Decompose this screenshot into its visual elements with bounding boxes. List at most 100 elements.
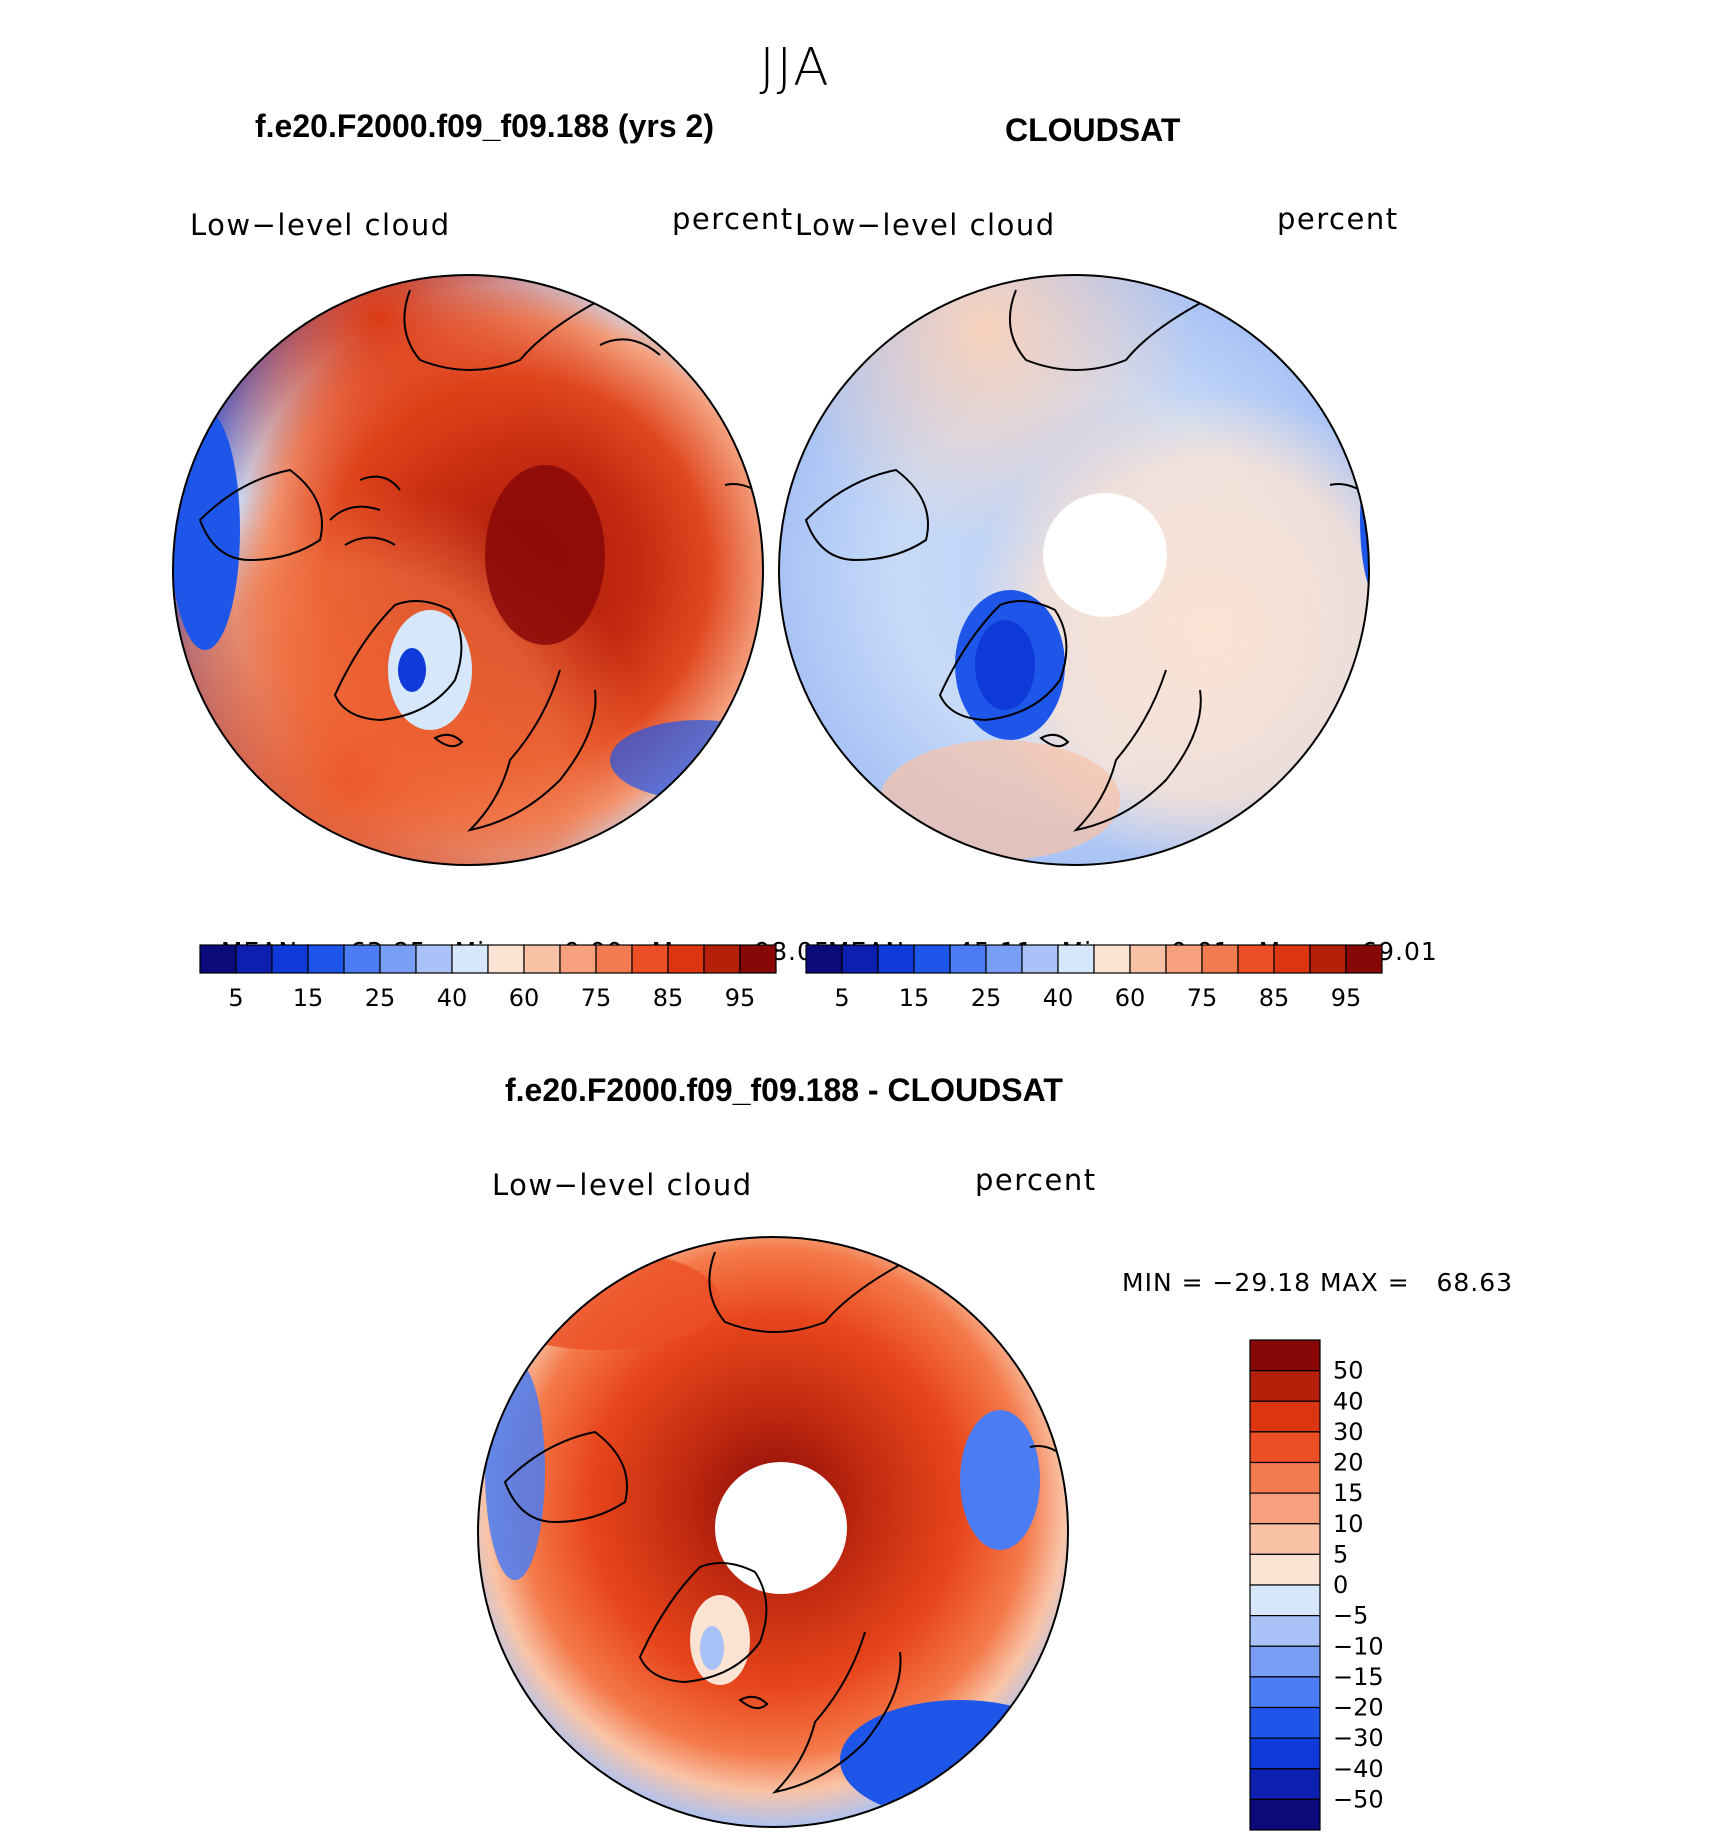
colorbar-swatch — [1249, 1798, 1321, 1831]
colorbar-swatch — [1249, 1339, 1321, 1372]
panel1-map-boundary — [172, 274, 764, 866]
colorbar-label: 0 — [1333, 1571, 1348, 1599]
colorbar-label: 95 — [725, 984, 756, 1012]
colorbar-label: −40 — [1333, 1755, 1384, 1783]
colorbar-swatch — [1309, 944, 1347, 974]
colorbar-swatch — [1249, 1553, 1321, 1586]
colorbar-label: 85 — [1259, 984, 1290, 1012]
colorbar-label: 15 — [1333, 1479, 1364, 1507]
panel1-variable: Low−level cloud — [190, 208, 451, 242]
colorbar-swatch — [199, 944, 237, 974]
colorbar-label: 75 — [581, 984, 612, 1012]
colorbar-label: 25 — [365, 984, 396, 1012]
colorbar-label: 10 — [1333, 1510, 1364, 1538]
colorbar-swatch — [805, 944, 843, 974]
colorbar-swatch — [1249, 1400, 1321, 1433]
colorbar-swatch — [1129, 944, 1167, 974]
colorbar-label: 40 — [1333, 1387, 1364, 1415]
colorbar-swatch — [949, 944, 987, 974]
colorbar-swatch — [415, 944, 453, 974]
colorbar-swatch — [343, 944, 381, 974]
colorbar-label: 15 — [899, 984, 930, 1012]
panel2-units: percent — [1277, 202, 1399, 236]
panel2-title: CLOUDSAT — [1005, 112, 1181, 148]
colorbar-label: 15 — [293, 984, 324, 1012]
panel3-map-boundary — [477, 1236, 1069, 1828]
colorbar-swatch — [739, 944, 777, 974]
colorbar-swatch — [271, 944, 309, 974]
colorbar-swatch — [667, 944, 705, 974]
colorbar-label: −20 — [1333, 1694, 1384, 1722]
colorbar-label: 40 — [1043, 984, 1074, 1012]
colorbar-swatch — [523, 944, 561, 974]
panel3-units: percent — [975, 1163, 1097, 1197]
colorbar-label: 60 — [1115, 984, 1146, 1012]
colorbar-swatch — [379, 944, 417, 974]
colorbar-label: 95 — [1331, 984, 1362, 1012]
colorbar-swatch — [1249, 1676, 1321, 1709]
colorbar-swatch — [1093, 944, 1131, 974]
colorbar-swatch — [841, 944, 879, 974]
colorbar-swatch — [1237, 944, 1275, 974]
colorbar-swatch — [451, 944, 489, 974]
colorbar-swatch — [1249, 1768, 1321, 1800]
colorbar-label: −50 — [1333, 1785, 1384, 1813]
colorbar-swatch — [631, 944, 669, 974]
colorbar-label: −10 — [1333, 1632, 1384, 1660]
panel2-map — [778, 274, 1370, 866]
panel1-title: f.e20.F2000.f09_f09.188 (yrs 2) — [255, 108, 714, 144]
colorbar-swatch — [985, 944, 1023, 974]
colorbar-swatch — [1273, 944, 1311, 974]
colorbar-swatch — [877, 944, 915, 974]
panel2-map-boundary — [778, 274, 1370, 866]
colorbar-swatch — [1249, 1737, 1321, 1770]
colorbar-swatch — [1249, 1461, 1321, 1494]
colorbar-swatch — [1021, 944, 1059, 974]
colorbar-swatch — [1057, 944, 1095, 974]
colorbar-label: 60 — [509, 984, 540, 1012]
colorbar-swatch — [1249, 1370, 1321, 1402]
panel3-title: f.e20.F2000.f09_f09.188 - CLOUDSAT — [505, 1072, 1063, 1108]
panel3-variable: Low−level cloud — [492, 1168, 753, 1202]
colorbar-swatch — [487, 944, 525, 974]
panel3-stats: MIN = −29.18 MAX = 68.63 — [1122, 1268, 1514, 1297]
colorbar-swatch — [1249, 1584, 1321, 1617]
colorbar-label: 75 — [1187, 984, 1218, 1012]
colorbar-swatch — [1249, 1431, 1321, 1464]
colorbar-label: 40 — [437, 984, 468, 1012]
panel3-map — [477, 1236, 1069, 1828]
colorbar-label: 85 — [653, 984, 684, 1012]
season-title: JJA — [759, 38, 831, 98]
colorbar-label: 25 — [971, 984, 1002, 1012]
colorbar-swatch — [1249, 1645, 1321, 1678]
colorbar-label: 30 — [1333, 1418, 1364, 1446]
colorbar-panel2: 5 15 25 40 60 75 85 95 — [805, 944, 1383, 1012]
colorbar-swatch — [913, 944, 951, 974]
colorbar-label: 20 — [1333, 1449, 1364, 1477]
colorbar-label: −15 — [1333, 1663, 1384, 1691]
colorbar-swatch — [703, 944, 741, 974]
colorbar-label: 5 — [1333, 1540, 1348, 1568]
colorbar-swatch — [1249, 1492, 1321, 1525]
panel2-variable: Low−level cloud — [795, 208, 1056, 242]
colorbar-label: −30 — [1333, 1724, 1384, 1752]
colorbar-swatch — [1249, 1615, 1321, 1647]
colorbar-label: 5 — [834, 984, 849, 1012]
colorbar-swatch — [1249, 1706, 1321, 1739]
colorbar-swatch — [235, 944, 273, 974]
colorbar-label: 50 — [1333, 1357, 1364, 1385]
colorbar-swatch — [1249, 1523, 1321, 1555]
colorbar-swatch — [1345, 944, 1383, 974]
colorbar-swatch — [307, 944, 345, 974]
colorbar-swatch — [1201, 944, 1239, 974]
colorbar-panel1: 5 15 25 40 60 75 85 95 — [199, 944, 777, 1012]
colorbar-swatch — [1165, 944, 1203, 974]
colorbar-label: 5 — [228, 984, 243, 1012]
colorbar-label: −5 — [1333, 1602, 1368, 1630]
colorbar-swatch — [559, 944, 597, 974]
panel1-map — [172, 274, 764, 866]
colorbar-swatch — [595, 944, 633, 974]
panel1-units: percent — [672, 202, 794, 236]
